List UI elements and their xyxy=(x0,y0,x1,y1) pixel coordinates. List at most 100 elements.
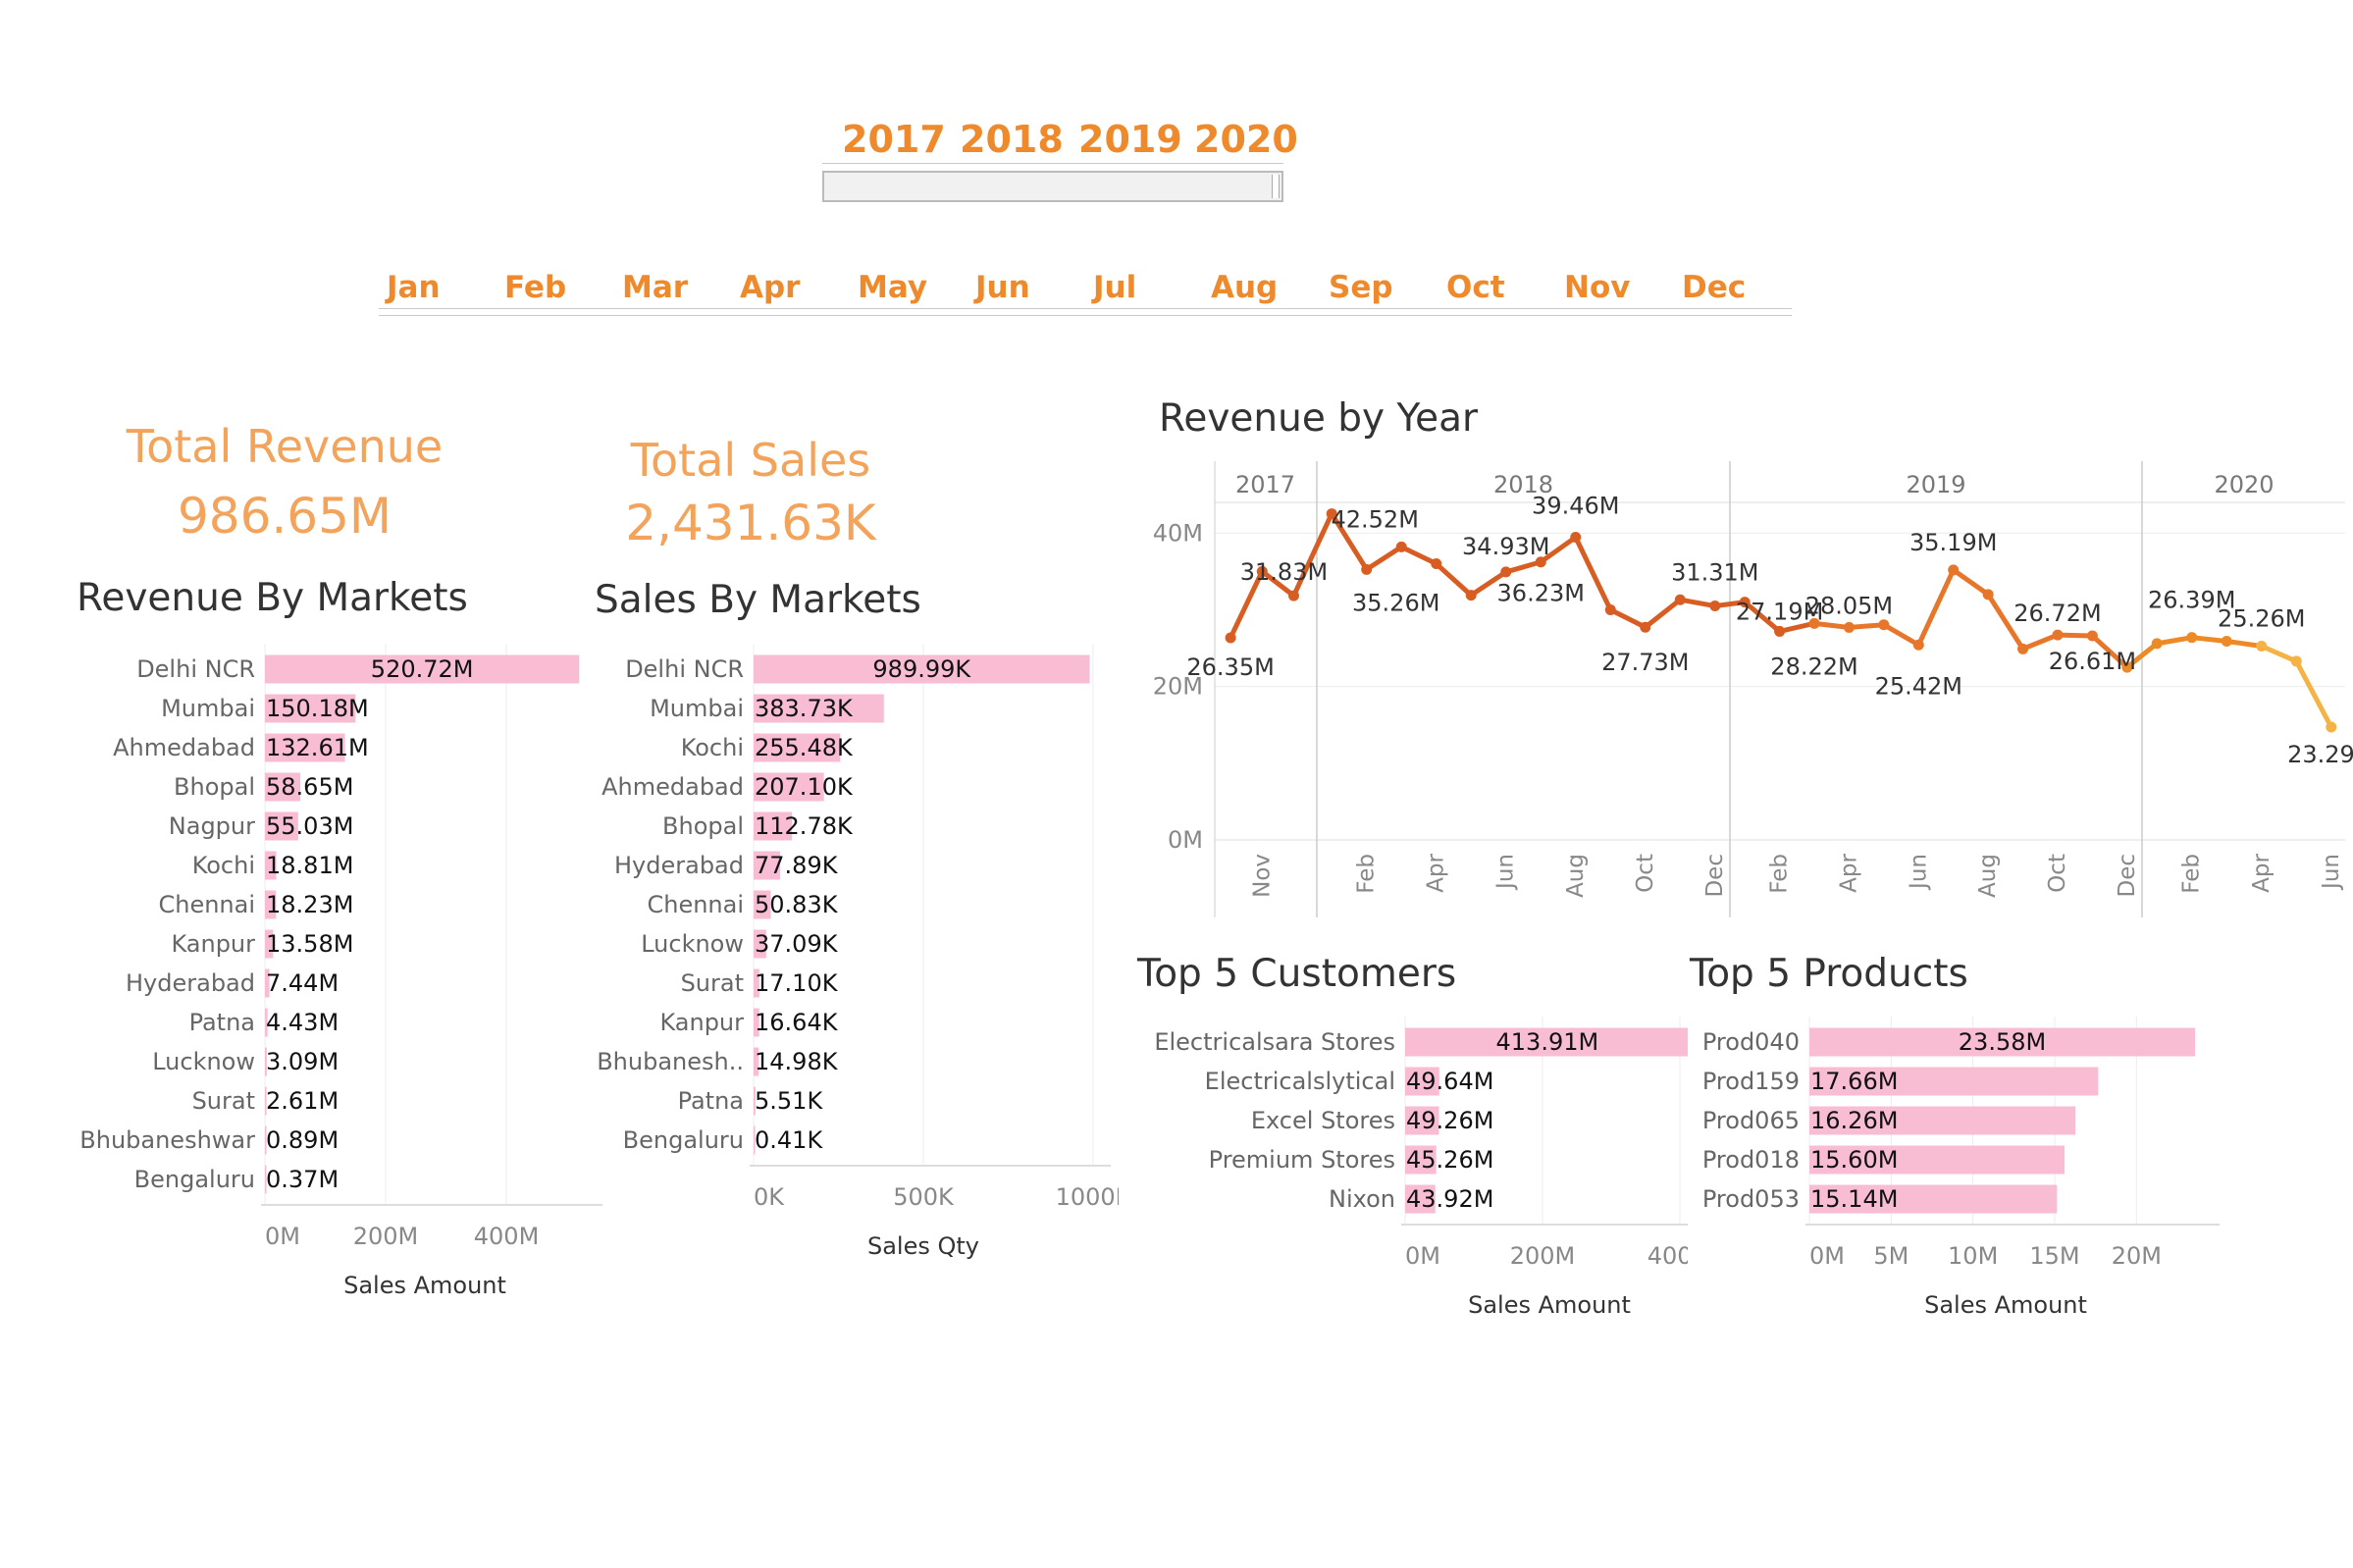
sales-market-x-axis-label: Sales Qty xyxy=(867,1232,979,1260)
customer-tick-label: 200M xyxy=(1510,1242,1576,1270)
month-mar-button[interactable]: Mar xyxy=(622,270,689,305)
revenue-market-bar xyxy=(265,1165,267,1194)
revenue-market-category-label: Surat xyxy=(192,1087,255,1115)
revenue-year-month-label: Aug xyxy=(1975,854,2001,898)
revenue-market-category-label: Bhopal xyxy=(174,773,255,801)
sales-market-category-label: Kanpur xyxy=(659,1009,744,1036)
product-bar xyxy=(1809,1145,2065,1175)
revenue-market-value-label: 3.09M xyxy=(266,1048,339,1075)
customer-bar xyxy=(1405,1184,1436,1214)
revenue-year-point xyxy=(1287,590,1299,601)
total-sales-title: Total Sales xyxy=(630,434,871,487)
customer-category-label: Excel Stores xyxy=(1251,1107,1395,1134)
year-2018-button[interactable]: 2018 xyxy=(960,118,1064,161)
slider-handle[interactable] xyxy=(1272,175,1280,198)
month-jan-button[interactable]: Jan xyxy=(387,270,441,305)
sales-market-value-label: 16.64K xyxy=(755,1009,839,1036)
product-tick-label: 15M xyxy=(2029,1242,2079,1270)
revenue-year-point xyxy=(1431,558,1442,570)
month-aug-button[interactable]: Aug xyxy=(1211,270,1279,305)
month-oct-button[interactable]: Oct xyxy=(1446,270,1505,305)
revenue-year-point xyxy=(1674,594,1686,605)
sales-market-value-label: 37.09K xyxy=(755,930,839,958)
sales-market-bar xyxy=(754,929,766,959)
revenue-year-line-segment xyxy=(1573,534,1613,612)
product-category-label: Prod065 xyxy=(1702,1107,1800,1134)
revenue-market-bar xyxy=(265,694,356,723)
revenue-year-point xyxy=(1739,597,1751,608)
year-2020-button[interactable]: 2020 xyxy=(1194,118,1298,161)
revenue-year-line-segment xyxy=(2089,633,2130,670)
revenue-year-y-tick-label: 20M xyxy=(1153,673,1203,701)
customer-category-label: Premium Stores xyxy=(1209,1146,1395,1174)
revenue-year-data-label: 26.61M xyxy=(2049,648,2136,675)
product-tick-label: 0M xyxy=(1809,1242,1845,1270)
sales-market-category-label: Kochi xyxy=(681,734,744,761)
revenue-year-line-segment xyxy=(1777,620,1817,634)
revenue-market-category-label: Patna xyxy=(189,1009,255,1036)
revenue-market-bar xyxy=(265,929,274,959)
month-may-button[interactable]: May xyxy=(858,270,928,305)
sales-market-category-label: Bhubanesh.. xyxy=(597,1048,744,1075)
revenue-year-line-segment xyxy=(1434,561,1474,599)
revenue-market-bar xyxy=(265,811,298,841)
sales-market-bar xyxy=(754,694,884,723)
year-range-slider[interactable] xyxy=(822,171,1283,202)
revenue-year-line-segment xyxy=(2020,632,2061,652)
revenue-market-bar xyxy=(265,1086,267,1116)
revenue-year-point xyxy=(1361,563,1373,575)
revenue-market-value-label: 13.58M xyxy=(266,930,353,958)
revenue-year-line-segment xyxy=(1985,592,2026,652)
sales-by-markets-title: Sales By Markets xyxy=(595,578,921,622)
sales-market-bar xyxy=(754,1047,759,1076)
customer-category-label: Nixon xyxy=(1329,1185,1395,1213)
revenue-year-line-segment xyxy=(1677,597,1718,609)
year-2017-button[interactable]: 2017 xyxy=(842,118,946,161)
revenue-year-point xyxy=(2290,655,2302,667)
revenue-market-bar xyxy=(265,733,345,762)
revenue-year-point xyxy=(2017,643,2029,654)
revenue-year-point xyxy=(1982,589,1994,601)
customer-value-label: 43.92M xyxy=(1406,1185,1493,1213)
month-jun-button[interactable]: Jun xyxy=(975,270,1030,305)
revenue-year-point xyxy=(1640,621,1651,633)
total-revenue-value: 986.65M xyxy=(177,488,392,545)
month-feb-button[interactable]: Feb xyxy=(504,270,567,305)
revenue-year-data-label: 28.05M xyxy=(1805,592,1893,619)
revenue-year-data-label: 35.19M xyxy=(1909,529,1997,556)
sales-market-value-label: 5.51K xyxy=(755,1087,823,1115)
month-jul-button[interactable]: Jul xyxy=(1093,270,1137,305)
month-filter-rule-bottom xyxy=(379,315,1792,316)
sales-market-category-label: Mumbai xyxy=(650,695,744,722)
month-apr-button[interactable]: Apr xyxy=(740,270,801,305)
revenue-year-data-label: 31.83M xyxy=(1240,558,1328,586)
revenue-year-point xyxy=(1843,621,1855,633)
revenue-market-category-label: Ahmedabad xyxy=(113,734,255,761)
sales-market-category-label: Lucknow xyxy=(641,930,744,958)
revenue-year-line-segment xyxy=(1259,568,1296,599)
customer-bar xyxy=(1405,1027,1688,1057)
revenue-year-line-segment xyxy=(1503,559,1543,575)
customer-x-axis-label: Sales Amount xyxy=(1468,1291,1631,1315)
product-bar xyxy=(1809,1067,2099,1096)
revenue-year-point xyxy=(1570,531,1582,543)
revenue-year-data-label: 26.39M xyxy=(2148,587,2235,614)
product-category-label: Prod159 xyxy=(1702,1068,1800,1095)
revenue-year-month-label: Jun xyxy=(1493,854,1519,891)
revenue-year-point xyxy=(1774,625,1786,637)
year-2019-button[interactable]: 2019 xyxy=(1078,118,1182,161)
sales-market-category-label: Ahmedabad xyxy=(601,773,744,801)
revenue-year-point xyxy=(1465,590,1477,601)
revenue-year-point xyxy=(1500,566,1512,578)
month-sep-button[interactable]: Sep xyxy=(1329,270,1393,305)
month-dec-button[interactable]: Dec xyxy=(1682,270,1747,305)
revenue-year-point xyxy=(1808,617,1820,629)
sales-market-value-label: 17.10K xyxy=(755,969,839,997)
sales-market-value-label: 0.41K xyxy=(755,1126,823,1154)
revenue-year-data-label: 25.42M xyxy=(1875,672,1962,700)
customer-bar xyxy=(1405,1067,1439,1096)
revenue-year-point xyxy=(2052,629,2064,641)
sales-market-bar xyxy=(754,968,759,998)
month-nov-button[interactable]: Nov xyxy=(1564,270,1631,305)
top-5-customers-title: Top 5 Customers xyxy=(1137,952,1457,996)
